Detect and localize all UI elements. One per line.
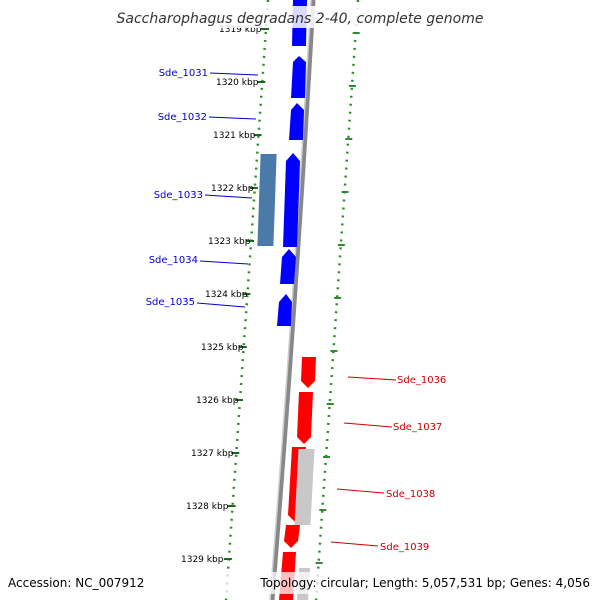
gene-sde-1039-arrow[interactable] [284,525,300,548]
gene-label-sde-1038[interactable]: Sde_1038 [386,489,435,500]
kbp-label: 1322 kbp [211,184,254,194]
kbp-label: 1329 kbp [181,555,224,565]
forward-label-leaders [196,72,259,308]
gene-label-sde-1032[interactable]: Sde_1032 [158,112,207,123]
gc-track-outer-left [224,0,270,600]
kbp-label: 1328 kbp [186,502,229,512]
kbp-label: 1321 kbp [213,131,256,141]
kbp-label: 1319 kbp [219,25,262,35]
feature-forward-other [257,154,277,246]
gene-label-sde-1033[interactable]: Sde_1033 [154,190,203,201]
gene-label-sde-1035[interactable]: Sde_1035 [146,297,195,308]
genome-backbone-highlight [269,0,312,600]
gene-sde-1034-arrow[interactable] [280,249,296,284]
kbp-label: 1326 kbp [196,396,239,406]
genome-backbone [269,0,316,600]
gene-label-sde-1031[interactable]: Sde_1031 [159,68,208,79]
gene-label-sde-1036[interactable]: Sde_1036 [397,375,446,386]
gene-sde-1031-arrow[interactable] [291,56,306,98]
kbp-labels: 1319 kbp 1320 kbp 1321 kbp 1322 kbp 1323… [181,25,262,565]
topology-text: Topology: circular; Length: 5,057,531 bp… [259,576,590,590]
gene-label-sde-1039[interactable]: Sde_1039 [380,542,429,553]
gene-sde-1033-arrow[interactable] [283,153,300,247]
gene-labels: Sde_1031 Sde_1032 Sde_1033 Sde_1034 Sde_… [146,68,447,553]
kbp-ticks [223,28,360,564]
map-title: Saccharophagus degradans 2-40, complete … [117,11,484,27]
gene-sde-1037-arrow[interactable] [297,392,313,444]
gene-sde-1032-arrow[interactable] [289,103,304,140]
kbp-label: 1323 kbp [208,237,251,247]
title-backdrop [118,6,482,28]
gene-sde-1035-arrow[interactable] [277,294,292,326]
gene-sde-1036-arrow[interactable] [301,357,316,388]
kbp-label: 1325 kbp [201,343,244,353]
kbp-label: 1320 kbp [216,78,259,88]
accession-text: Accession: NC_007912 [8,576,144,590]
gene-label-sde-1037[interactable]: Sde_1037 [393,422,442,433]
kbp-label: 1327 kbp [191,449,234,459]
reverse-label-leaders [330,376,397,547]
feature-reverse-other [294,449,315,525]
kbp-label: 1324 kbp [205,290,248,300]
footer-backdrop [0,572,600,594]
gene-label-sde-1034[interactable]: Sde_1034 [149,255,198,266]
